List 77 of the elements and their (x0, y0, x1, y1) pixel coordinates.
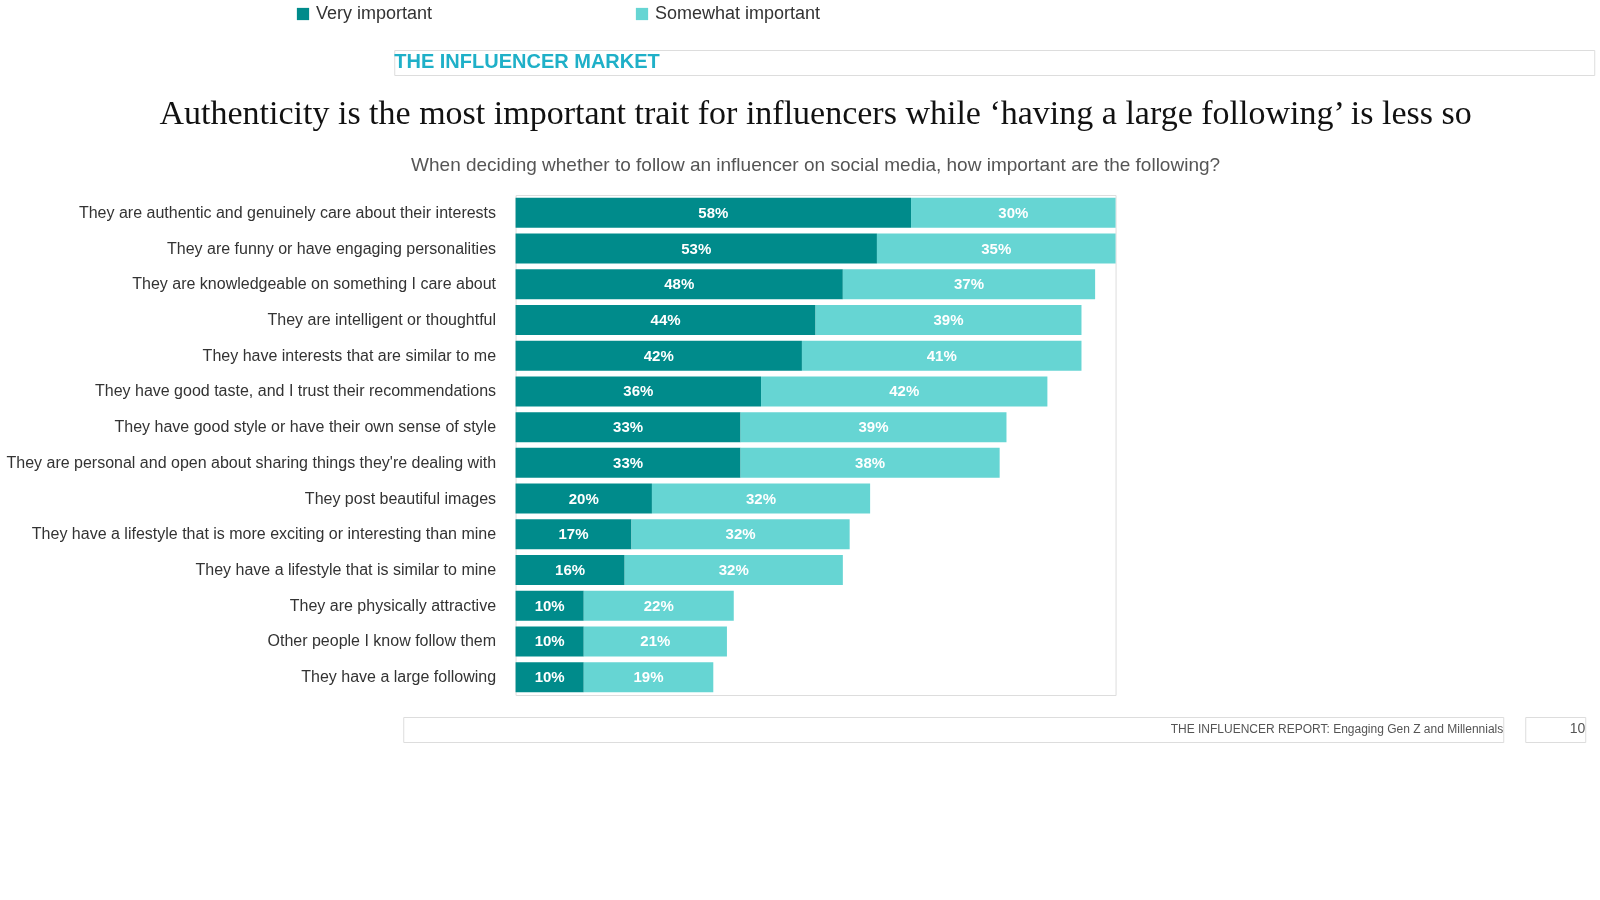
data-label: 42% (643, 346, 674, 364)
data-label: 32% (746, 489, 777, 507)
bar (515, 233, 877, 264)
y-tick-label: They are knowledgeable on something I care about (132, 275, 497, 293)
bar (801, 340, 1082, 371)
data-label: 16% (555, 561, 586, 578)
bar (911, 197, 1116, 228)
y-tick-label: They have a large following (301, 668, 497, 686)
text: THE INFLUENCER REPORT: Engaging Gen Z and Millennials (1170, 722, 1504, 736)
data-label: 38% (855, 453, 886, 471)
y-tick-label: They are funny or have engaging personalities (166, 239, 497, 257)
y-tick-label: They have good taste, and I trust their recommendations (94, 382, 497, 400)
bar (761, 376, 1048, 407)
legend-label: Somewhat important (655, 3, 821, 23)
data-label: 10% (534, 668, 565, 686)
data-label: 19% (633, 668, 664, 686)
bar (631, 519, 850, 550)
text: 10 (1569, 720, 1586, 736)
bar (842, 269, 1096, 300)
bar (515, 519, 632, 550)
bar (515, 340, 802, 371)
bar (624, 555, 843, 585)
bar (515, 269, 843, 300)
data-label: 33% (613, 418, 644, 436)
y-tick-label: They post beautiful images (304, 489, 497, 507)
data-label: 39% (858, 418, 889, 436)
data-label: 17% (558, 525, 589, 543)
bar (740, 412, 1007, 443)
bar (815, 305, 1082, 335)
y-tick-label: They have a lifestyle that is similar to mine (195, 561, 497, 578)
bar (876, 233, 1116, 264)
y-tick-label: They are authentic and genuinely care about their interests (78, 203, 497, 221)
chart-title: Authenticity is the most important trait for influencers while ‘having a large following’ is less so (159, 94, 1472, 131)
data-label: 53% (681, 239, 712, 257)
data-label: 58% (698, 203, 729, 221)
data-label: 48% (664, 275, 695, 293)
bar (515, 590, 584, 621)
y-tick-label: Other people I know follow them (267, 632, 497, 650)
data-label: 32% (718, 561, 749, 578)
data-label: 30% (998, 203, 1029, 221)
y-tick-label: They have good style or have their own sense of style (114, 418, 497, 436)
y-tick-label: They have a lifestyle that is more exciting or interesting than mine (31, 525, 497, 543)
bar (740, 447, 1000, 478)
bar (515, 305, 816, 335)
bar (515, 376, 762, 407)
data-label: 37% (953, 275, 984, 293)
data-label: 36% (623, 382, 654, 400)
data-label: 10% (534, 632, 565, 650)
data-label: 44% (650, 311, 681, 328)
bar (515, 626, 584, 657)
bar (651, 483, 871, 514)
bar (583, 626, 727, 657)
bar (515, 412, 741, 443)
data-label: 33% (613, 453, 644, 471)
bar (515, 447, 741, 478)
data-label: 32% (725, 525, 756, 543)
y-tick-label: They are personal and open about sharing things they're dealing with (6, 453, 497, 471)
legend-label: Very important (316, 3, 433, 23)
data-label: 20% (568, 489, 599, 507)
y-tick-label: They are intelligent or thoughtful (267, 311, 497, 328)
y-tick-label: They have interests that are similar to me (202, 346, 497, 364)
bar (583, 662, 714, 693)
data-label: 22% (643, 596, 674, 614)
bar (583, 590, 734, 621)
bar (515, 197, 912, 228)
data-label: 39% (933, 311, 964, 328)
y-tick-label: They are physically attractive (289, 596, 497, 614)
text: THE INFLUENCER MARKET (394, 50, 660, 72)
chart-subtitle: When deciding whether to follow an influencer on social media, how important are the following? (411, 154, 1221, 175)
bar (515, 662, 584, 693)
data-label: 42% (889, 382, 920, 400)
data-label: 41% (926, 346, 957, 364)
data-label: 10% (534, 596, 565, 614)
bar (515, 483, 652, 514)
bar (515, 555, 625, 585)
data-label: 35% (981, 239, 1012, 257)
data-label: 21% (640, 632, 671, 650)
